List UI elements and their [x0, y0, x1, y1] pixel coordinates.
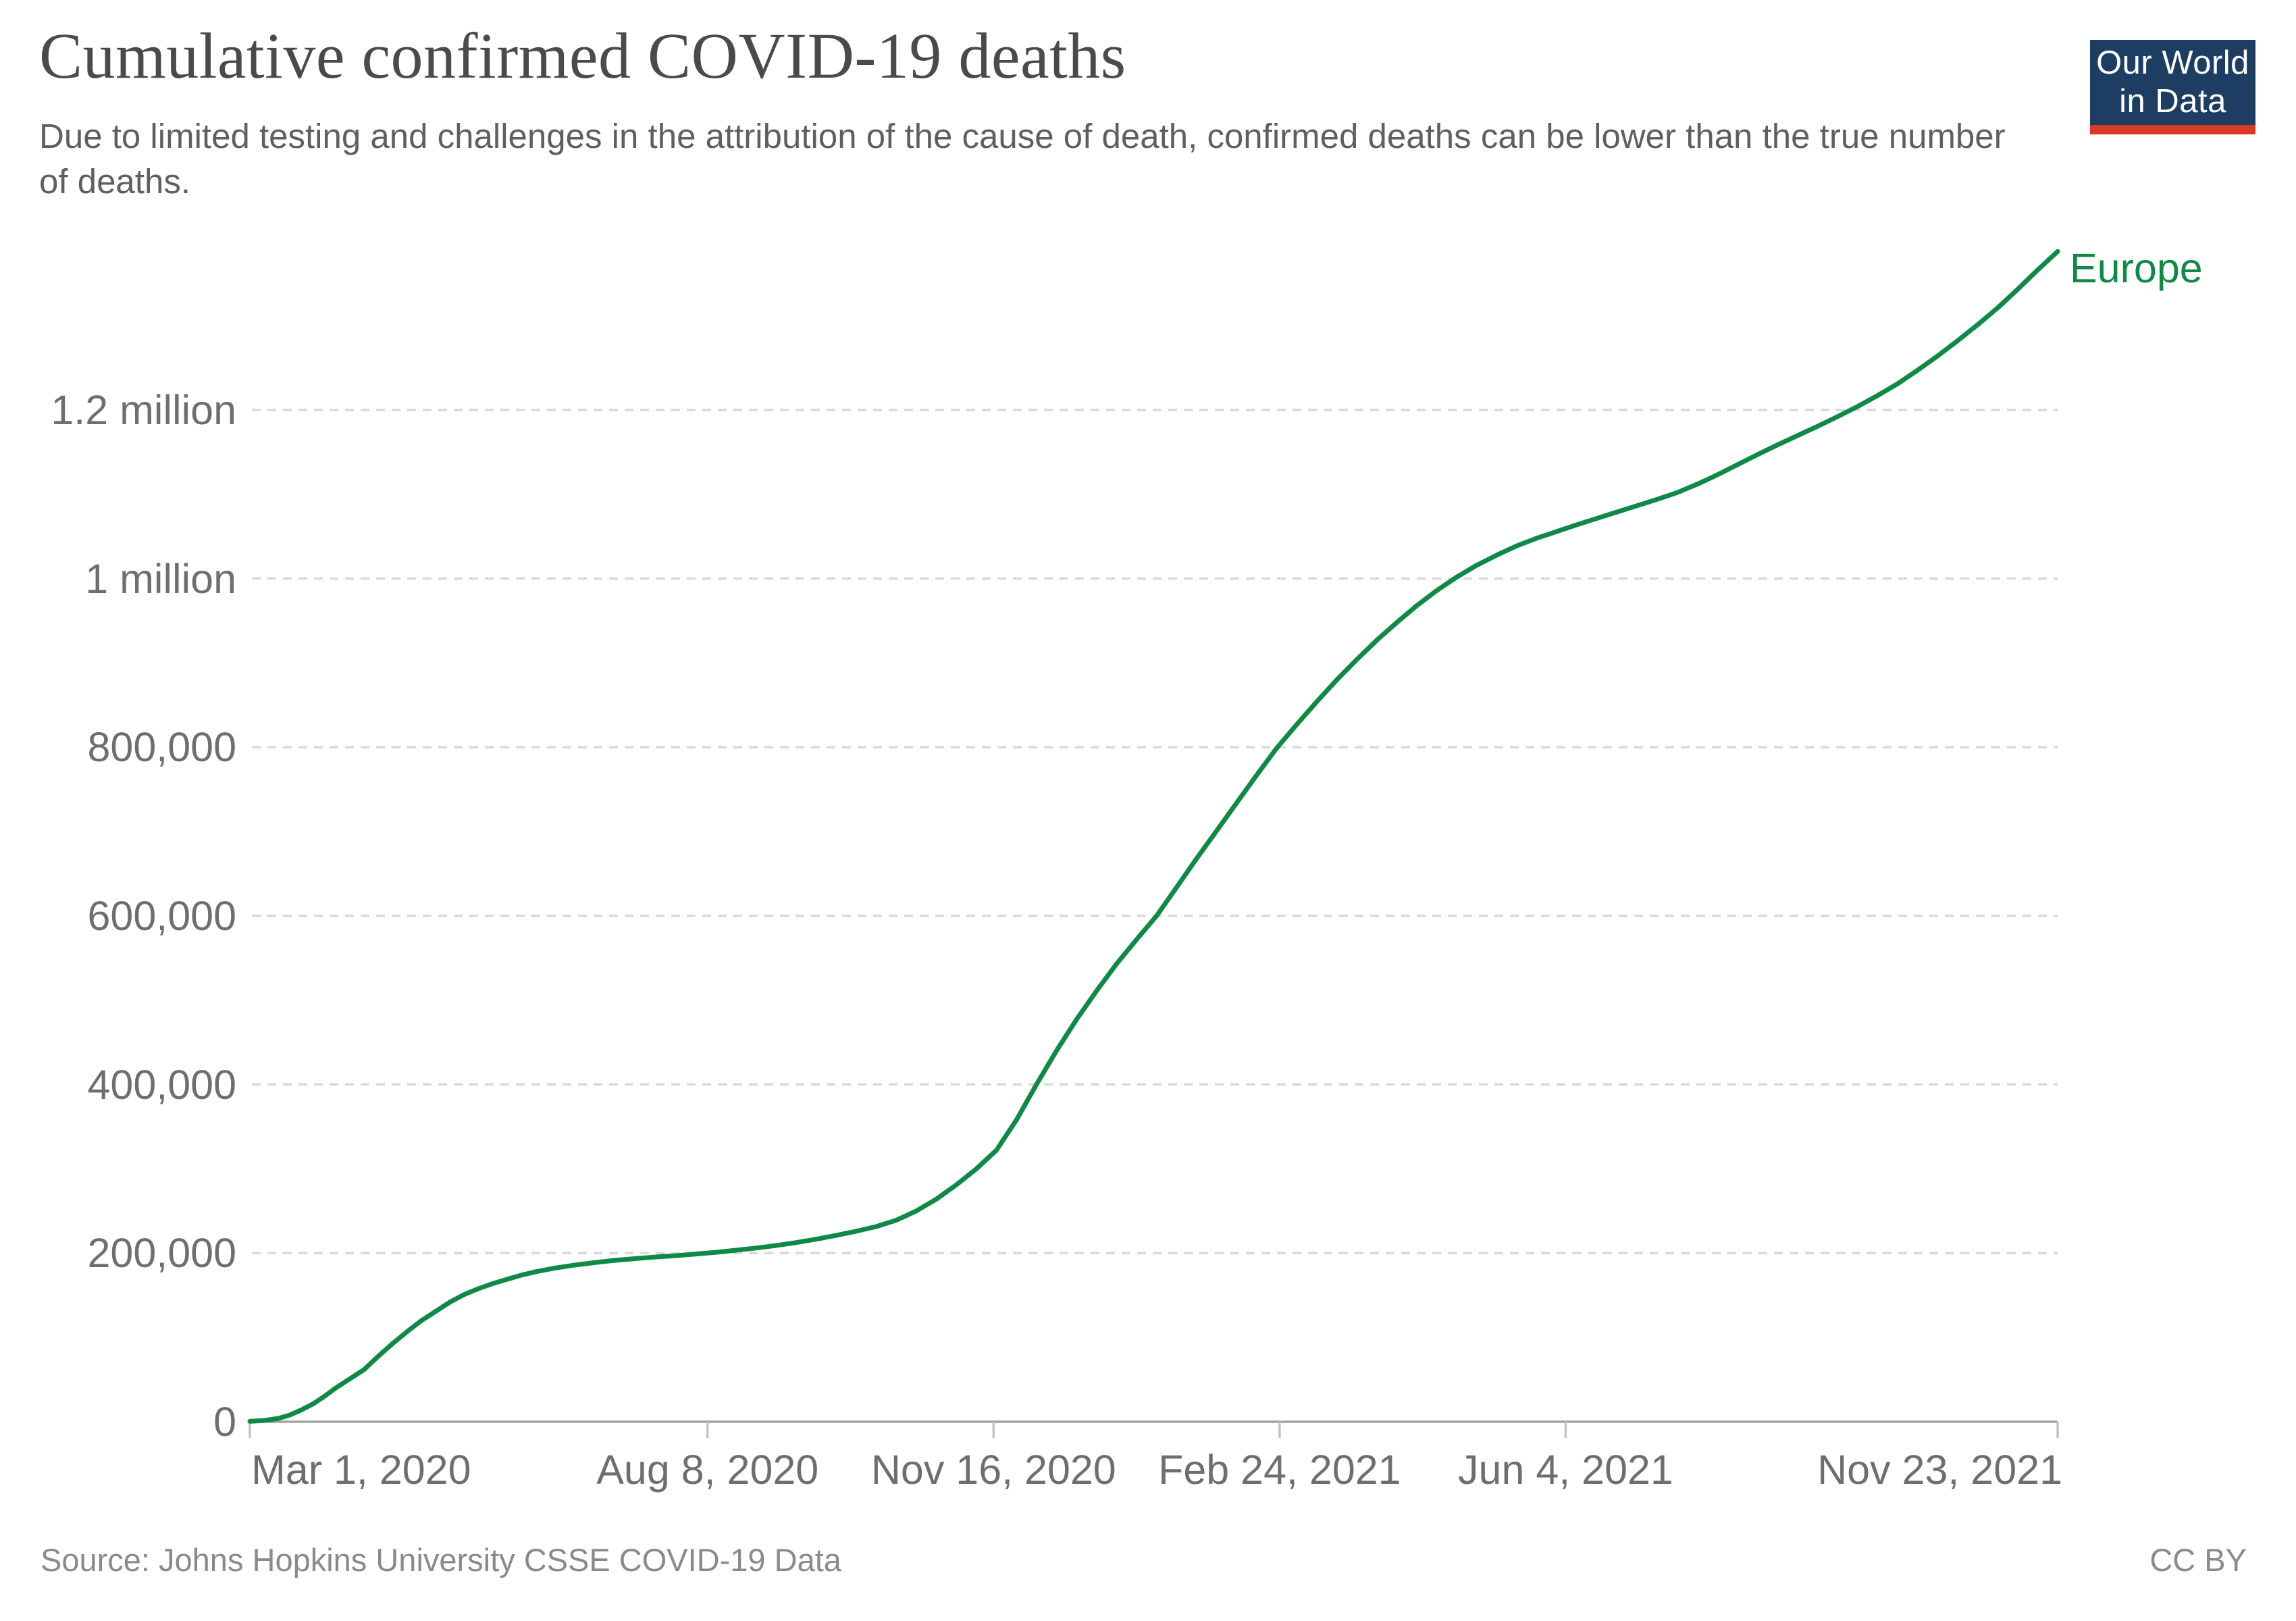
license-link[interactable]: CC BY	[2149, 1542, 2247, 1578]
x-tick-label: Jun 4, 2021	[1458, 1447, 1673, 1493]
y-tick-label: 0	[213, 1399, 236, 1445]
series-label-europe: Europe	[2070, 245, 2203, 292]
y-tick-label: 600,000	[87, 893, 237, 939]
y-tick-label: 400,000	[87, 1061, 237, 1108]
owid-logo-text: Our World in Data	[2096, 44, 2249, 121]
owid-logo[interactable]: Our World in Data	[2090, 40, 2255, 134]
chart-title: Cumulative confirmed COVID-19 deaths	[39, 20, 1126, 92]
y-tick-label: 200,000	[87, 1230, 237, 1277]
x-tick-label: Aug 8, 2020	[596, 1447, 819, 1493]
y-tick-label: 1.2 million	[51, 387, 236, 433]
x-tick-label: Mar 1, 2020	[251, 1447, 471, 1493]
y-tick-label: 1 million	[85, 555, 236, 602]
series-line-europe	[247, 249, 2060, 1424]
x-tick-label: Nov 16, 2020	[870, 1447, 1116, 1493]
source-attribution: Source: Johns Hopkins University CSSE CO…	[41, 1542, 841, 1578]
x-tick-label: Nov 23, 2021	[1817, 1447, 2062, 1493]
x-tick-label: Feb 24, 2021	[1158, 1447, 1401, 1493]
owid-logo-line2: in Data	[2119, 83, 2226, 120]
chart-subtitle: Due to limited testing and challenges in…	[39, 117, 2006, 201]
y-tick-label: 800,000	[87, 724, 237, 771]
owid-logo-line1: Our World	[2096, 45, 2249, 82]
